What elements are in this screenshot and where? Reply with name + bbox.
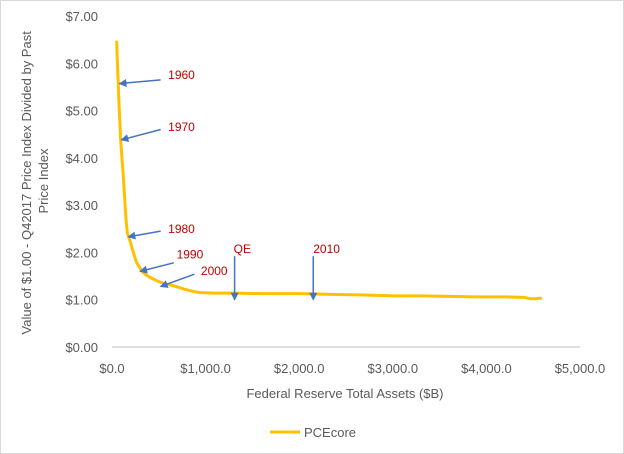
x-axis-ticks: $0.0 $1,000.0 $2,000.0 $3,000.0 $4,000.0 $5,0… (99, 361, 605, 376)
y-axis-title: Value of $1.00 - Q42017 Price Index Divi… (19, 28, 51, 335)
annotation-label: 1980 (168, 222, 195, 236)
y-axis-ticks: $0.00 $1.00 $2.00 $3.00 $4.00 $5.00 $6.00 $7.00 (65, 9, 98, 355)
y-tick-label: $6.00 (65, 56, 98, 71)
annotation-arrow (159, 273, 195, 288)
x-tick-label: $1,000.0 (180, 361, 231, 376)
legend: PCEcore (270, 425, 356, 440)
x-tick-label: $4,000.0 (461, 361, 512, 376)
annotation-label: 2010 (313, 242, 340, 256)
x-axis-title: Federal Reserve Total Assets ($B) (246, 386, 443, 401)
annotation-arrow (127, 230, 161, 240)
annotation-label: 2000 (201, 264, 228, 278)
y-tick-label: $0.00 (65, 340, 98, 355)
annotation-arrow (118, 78, 161, 87)
y-tick-label: $5.00 (65, 104, 98, 119)
annotation-label: 1960 (168, 68, 195, 82)
y-tick-label: $1.00 (65, 293, 98, 308)
x-tick-label: $2,000.0 (274, 361, 325, 376)
y-axis-title-line-1: Value of $1.00 - Q42017 Price Index Divi… (19, 31, 34, 335)
x-tick-label: $3,000.0 (367, 361, 418, 376)
annotation-label: 1970 (168, 120, 195, 134)
y-tick-label: $3.00 (65, 198, 98, 213)
y-axis-title-line-2: Price Index (36, 148, 51, 214)
annotation-label: 1990 (177, 247, 204, 261)
annotation-arrow (120, 128, 161, 142)
y-tick-label: $7.00 (65, 9, 98, 24)
y-tick-label: $2.00 (65, 245, 98, 260)
annotation-arrow (139, 262, 174, 274)
annotation-layer: 1960 1970 1980 1990 2000 QE 2010 (118, 68, 340, 301)
annotation-label: QE (234, 242, 251, 256)
legend-label-pcecore: PCEcore (304, 425, 356, 440)
x-tick-label: $0.0 (99, 361, 124, 376)
x-tick-label: $5,000.0 (555, 361, 606, 376)
y-tick-label: $4.00 (65, 151, 98, 166)
